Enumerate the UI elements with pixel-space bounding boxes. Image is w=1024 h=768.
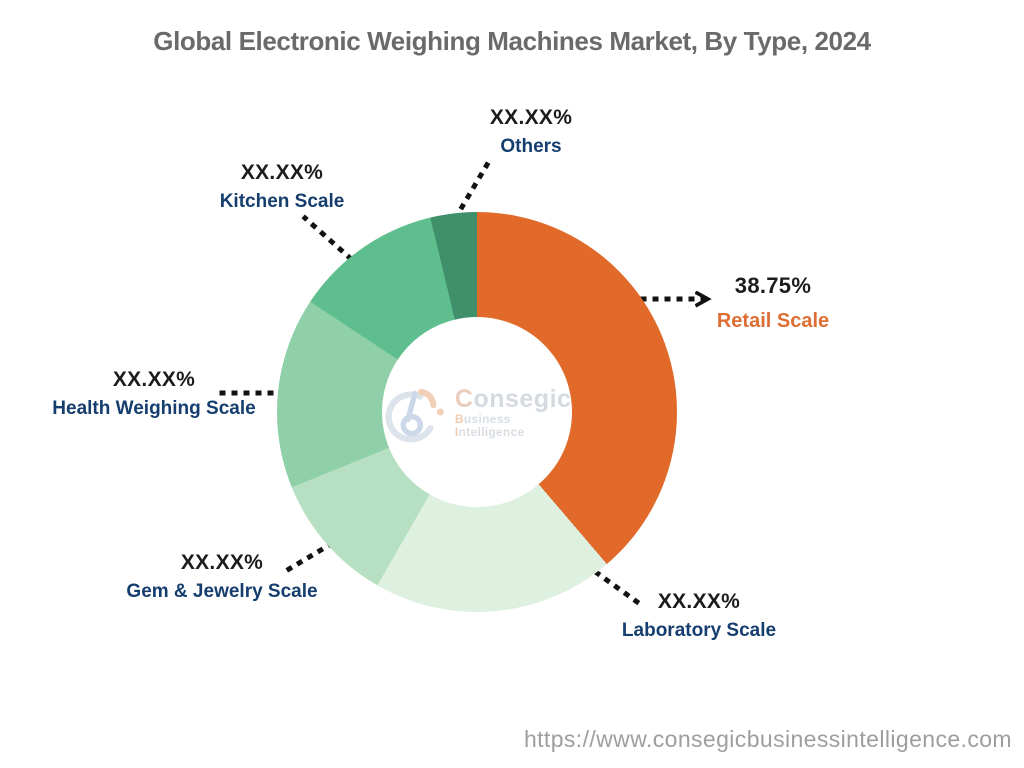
slice-name-kitchen-scale: Kitchen Scale: [219, 191, 345, 212]
brand-tagline: Business Intelligence: [454, 412, 525, 439]
slice-value-others: XX.XX%: [489, 106, 573, 129]
slice-label-gem-jewelry-scale: XX.XX% Gem & Jewelry Scale: [126, 551, 317, 603]
brand-name: Consegic: [454, 384, 572, 413]
slice-name-others: Others: [500, 136, 562, 157]
slice-value-gem-jewelry-scale: XX.XX%: [180, 551, 264, 574]
slice-value-retail-scale: 38.75%: [734, 273, 812, 298]
slice-value-laboratory-scale: XX.XX%: [657, 590, 741, 613]
slice-label-kitchen-scale: XX.XX% Kitchen Scale: [220, 161, 345, 213]
leader-line-kitchen-scale: [301, 214, 354, 262]
slice-name-gem-jewelry-scale: Gem & Jewelry Scale: [126, 581, 318, 602]
brand-watermark: Consegic Business Intelligence: [374, 372, 577, 452]
slice-name-health-weighing-scale: Health Weighing Scale: [52, 398, 256, 419]
brand-wordmark: Consegic Business Intelligence: [455, 386, 576, 438]
slice-label-retail-scale: 38.75% Retail Scale: [717, 273, 829, 333]
slice-label-others: XX.XX% Others: [490, 106, 572, 158]
slice-name-laboratory-scale: Laboratory Scale: [621, 620, 777, 641]
donut-chart: Consegic Business Intelligence: [277, 212, 677, 612]
donut-hole: Consegic Business Intelligence: [382, 317, 572, 507]
slice-name-retail-scale: Retail Scale: [716, 310, 830, 332]
slice-label-laboratory-scale: XX.XX% Laboratory Scale: [622, 590, 776, 642]
leader-line-others: [458, 159, 492, 211]
slice-label-health-weighing-scale: XX.XX% Health Weighing Scale: [52, 368, 255, 420]
slice-value-kitchen-scale: XX.XX%: [240, 161, 324, 184]
brand-logo-icon: [385, 388, 444, 443]
chart-title: Global Electronic Weighing Machines Mark…: [153, 26, 871, 56]
source-url: https://www.consegicbusinessintelligence…: [523, 726, 1012, 752]
slice-value-health-weighing-scale: XX.XX%: [112, 368, 196, 391]
